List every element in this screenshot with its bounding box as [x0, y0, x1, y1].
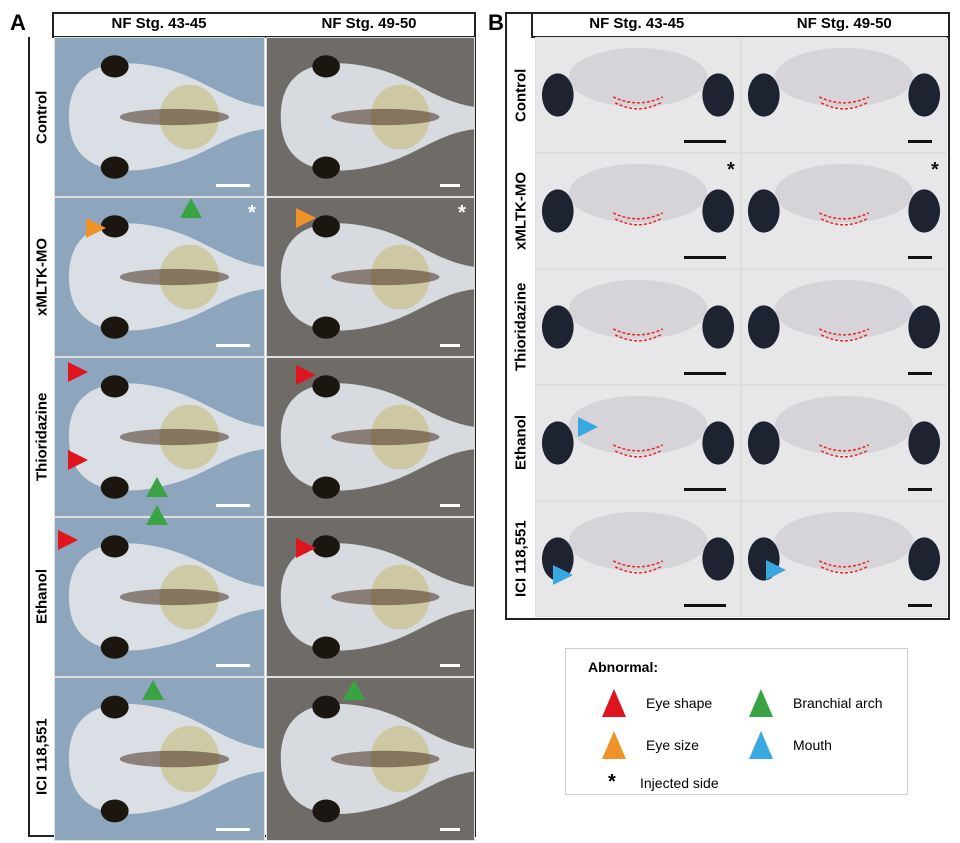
asterisk-icon: * [248, 202, 256, 224]
asterisk-icon: * [458, 202, 466, 224]
scale-bar [216, 664, 250, 667]
scale-bar [216, 828, 250, 831]
scale-bar [908, 256, 932, 259]
panel-a-label: A [10, 10, 26, 35]
scale-bar [440, 828, 460, 831]
scale-bar [216, 344, 250, 347]
row-label: ICI 118,551 [33, 718, 51, 796]
legend-item-eye-shape: Eye shape [602, 689, 712, 717]
green-arrowhead-icon [343, 680, 365, 700]
scale-bar [440, 344, 460, 347]
row-label: Ethanol [33, 569, 51, 625]
red-arrowhead-icon [58, 530, 78, 550]
legend-item-branchial-arch: Branchial arch [749, 689, 883, 717]
green-arrowhead-icon [180, 198, 202, 218]
green-arrowhead-icon [142, 680, 164, 700]
tadpole-frontal-image [741, 501, 947, 617]
row-label: Ethanol [512, 415, 530, 471]
scale-bar [908, 604, 932, 607]
scale-bar [216, 504, 250, 507]
scale-bar [908, 372, 932, 375]
panel-b-header: NF Stg. 43-45 NF Stg. 49-50 [531, 12, 950, 38]
stage-header: NF Stg. 43-45 [111, 15, 207, 32]
orange-arrowhead-icon [86, 218, 106, 238]
row-label: Thioridazine [33, 392, 51, 482]
legend-title: Abnormal: [588, 659, 658, 675]
scale-bar [684, 488, 726, 491]
legend-label: Eye shape [646, 695, 713, 711]
stage-header: NF Stg. 49-50 [796, 15, 892, 32]
red-arrowhead-icon [68, 362, 88, 382]
row-label: Control [512, 68, 530, 122]
blue-arrowhead-icon [578, 417, 598, 437]
panel-b-label: B [488, 10, 504, 35]
legend-item-injected-side: * Injected side [608, 771, 719, 794]
tadpole-frontal-image [741, 153, 947, 269]
tadpole-dorsal-image [266, 677, 475, 841]
legend: Abnormal: Eye shape Branchial arch Eye s… [565, 648, 908, 795]
scale-bar [684, 372, 726, 375]
red-arrowhead-icon [602, 689, 626, 717]
tadpole-frontal-image [741, 37, 947, 153]
scale-bar [440, 184, 460, 187]
tadpole-dorsal-image [54, 517, 265, 677]
legend-item-mouth: Mouth [749, 731, 832, 759]
green-arrowhead-icon [146, 477, 168, 497]
asterisk-icon: * [727, 159, 735, 181]
red-arrowhead-icon [68, 450, 88, 470]
legend-label: Mouth [793, 737, 832, 753]
stage-header: NF Stg. 49-50 [321, 15, 417, 32]
blue-arrowhead-icon [749, 731, 773, 759]
tadpole-frontal-image [535, 501, 741, 617]
green-arrowhead-icon [749, 689, 773, 717]
legend-label: Eye size [646, 737, 699, 753]
row-label: Control [33, 90, 51, 144]
blue-arrowhead-icon [553, 565, 573, 585]
asterisk-icon: * [931, 159, 939, 181]
tadpole-frontal-image [535, 269, 741, 385]
red-arrowhead-icon [296, 365, 316, 385]
tadpole-frontal-image [535, 153, 741, 269]
red-arrowhead-icon [296, 538, 316, 558]
tadpole-dorsal-image [54, 677, 265, 841]
blue-arrowhead-icon [766, 560, 786, 580]
legend-item-eye-size: Eye size [602, 731, 699, 759]
asterisk-icon: * [608, 771, 616, 793]
scale-bar [440, 664, 460, 667]
row-label: xMLTK-MO [33, 237, 51, 317]
orange-arrowhead-icon [602, 731, 626, 759]
row-label: xMLTK-MO [512, 171, 530, 251]
scale-bar [908, 488, 932, 491]
legend-label: Branchial arch [793, 695, 883, 711]
tadpole-frontal-image [535, 385, 741, 501]
scale-bar [216, 184, 250, 187]
tadpole-dorsal-image [266, 37, 475, 197]
row-label: Thioridazine [512, 282, 530, 372]
row-label: ICI 118,551 [512, 520, 530, 598]
tadpole-frontal-image [535, 37, 741, 153]
scale-bar [908, 140, 932, 143]
scale-bar [684, 604, 726, 607]
scale-bar [684, 140, 726, 143]
tadpole-frontal-image [741, 385, 947, 501]
green-arrowhead-icon [146, 505, 168, 525]
tadpole-dorsal-image [54, 37, 265, 197]
scale-bar [684, 256, 726, 259]
legend-label: Injected side [640, 774, 719, 791]
orange-arrowhead-icon [296, 208, 316, 228]
stage-header: NF Stg. 43-45 [589, 15, 685, 32]
scale-bar [440, 504, 460, 507]
panel-a-header: NF Stg. 43-45 NF Stg. 49-50 [52, 12, 476, 38]
tadpole-frontal-image [741, 269, 947, 385]
